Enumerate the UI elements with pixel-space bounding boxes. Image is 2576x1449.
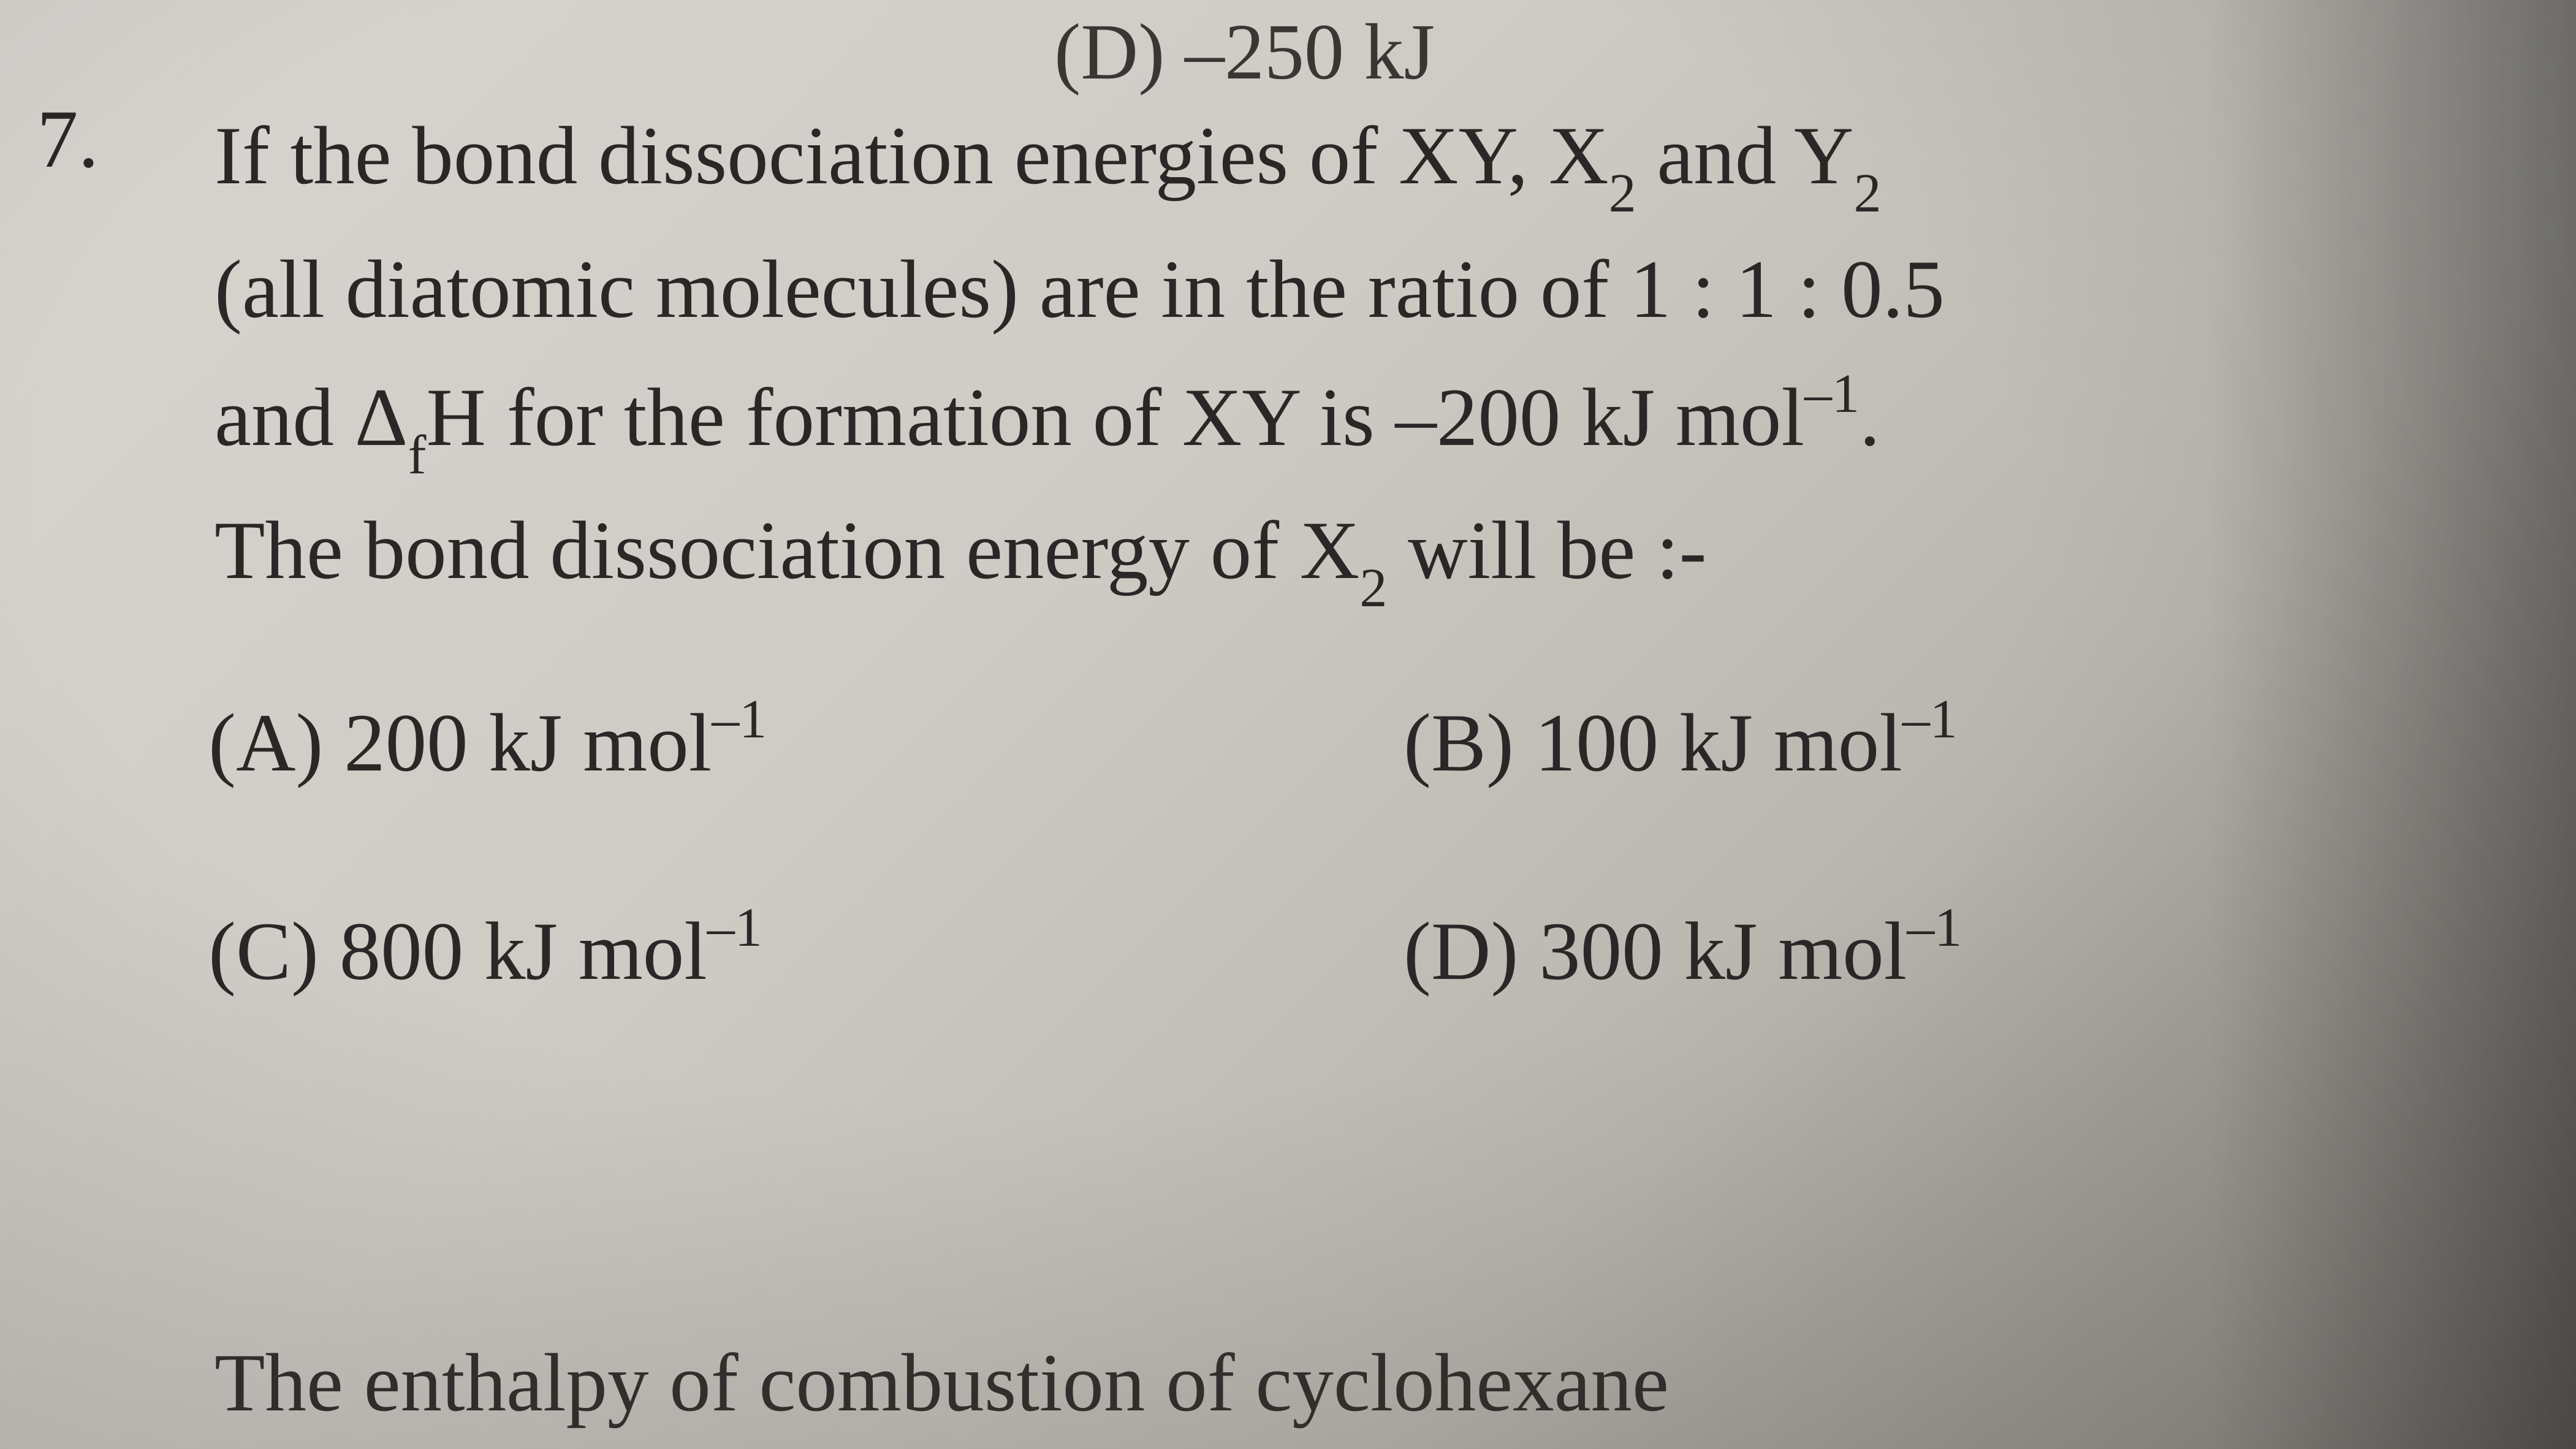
option-b-text: (B) 100 kJ mol: [1404, 698, 1902, 789]
q-line4-pre: The bond dissociation energy of X: [215, 505, 1359, 596]
q-line3-end: .: [1860, 372, 1880, 463]
option-b-sup: –1: [1902, 689, 1958, 750]
option-d-text: (D) 300 kJ mol: [1404, 906, 1907, 997]
question-number: 7.: [37, 92, 99, 187]
option-a: (A) 200 kJ mol–1: [208, 693, 1404, 791]
question-text: If the bond dissociation energies of XY,…: [215, 92, 2502, 620]
page-container: (D) –250 kJ 7. If the bond dissociation …: [0, 0, 2576, 1449]
q-line3-sub: f: [408, 425, 426, 485]
q-line1-sub1: 2: [1609, 163, 1636, 224]
question-line-3: and ΔfH for the formation of XY is –200 …: [215, 354, 2502, 487]
question-line-4: The bond dissociation energy of X2 will …: [215, 487, 2502, 620]
option-b: (B) 100 kJ mol–1: [1404, 693, 2466, 791]
options-block: (A) 200 kJ mol–1 (B) 100 kJ mol–1 (C) 80…: [208, 693, 2466, 1109]
question-line-1: If the bond dissociation energies of XY,…: [215, 92, 2502, 226]
option-d-sup: –1: [1907, 897, 1962, 958]
prev-option-text: (D) –250 kJ: [1054, 8, 1435, 96]
q-line4-sub: 2: [1359, 558, 1387, 618]
question-block: 7. If the bond dissociation energies of …: [37, 92, 2502, 620]
q-line1-sub2: 2: [1854, 163, 1882, 224]
q-line3-pre: and Δ: [215, 372, 408, 463]
q-line4-end: will be :-: [1387, 505, 1706, 596]
q-line1-pre: If the bond dissociation energies of XY,…: [215, 110, 1609, 202]
next-question-fragment: The enthalpy of combustion of cyclohexan…: [215, 1336, 1669, 1431]
option-d: (D) 300 kJ mol–1: [1404, 901, 2466, 999]
previous-option-d: (D) –250 kJ: [1054, 6, 1435, 98]
option-c: (C) 800 kJ mol–1: [208, 901, 1404, 999]
q-line3-mid: H for the formation of XY is –200 kJ mol: [426, 372, 1804, 463]
option-c-sup: –1: [707, 897, 762, 958]
option-a-sup: –1: [712, 689, 767, 750]
option-row-1: (A) 200 kJ mol–1 (B) 100 kJ mol–1: [208, 693, 2466, 791]
option-a-text: (A) 200 kJ mol: [208, 698, 712, 789]
q-line3-sup: –1: [1804, 363, 1860, 424]
q-line1-mid: and Y: [1636, 110, 1854, 202]
option-row-2: (C) 800 kJ mol–1 (D) 300 kJ mol–1: [208, 901, 2466, 999]
option-c-text: (C) 800 kJ mol: [208, 906, 707, 997]
question-line-2: (all diatomic molecules) are in the rati…: [215, 226, 2502, 354]
